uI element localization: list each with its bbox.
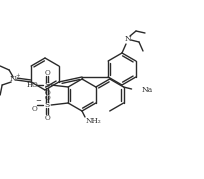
Text: O: O bbox=[31, 105, 37, 113]
Text: O: O bbox=[44, 113, 50, 122]
Text: Na: Na bbox=[142, 86, 153, 94]
Text: −: − bbox=[35, 97, 41, 105]
Text: +: + bbox=[15, 72, 20, 78]
Text: O: O bbox=[44, 69, 50, 76]
Text: HO: HO bbox=[26, 81, 38, 89]
Text: NH₂: NH₂ bbox=[85, 117, 101, 125]
Text: S: S bbox=[44, 101, 50, 109]
Text: S: S bbox=[44, 81, 50, 89]
Text: N: N bbox=[10, 75, 17, 83]
Text: O: O bbox=[44, 88, 50, 96]
Text: O: O bbox=[44, 93, 50, 101]
Text: N: N bbox=[125, 35, 131, 43]
